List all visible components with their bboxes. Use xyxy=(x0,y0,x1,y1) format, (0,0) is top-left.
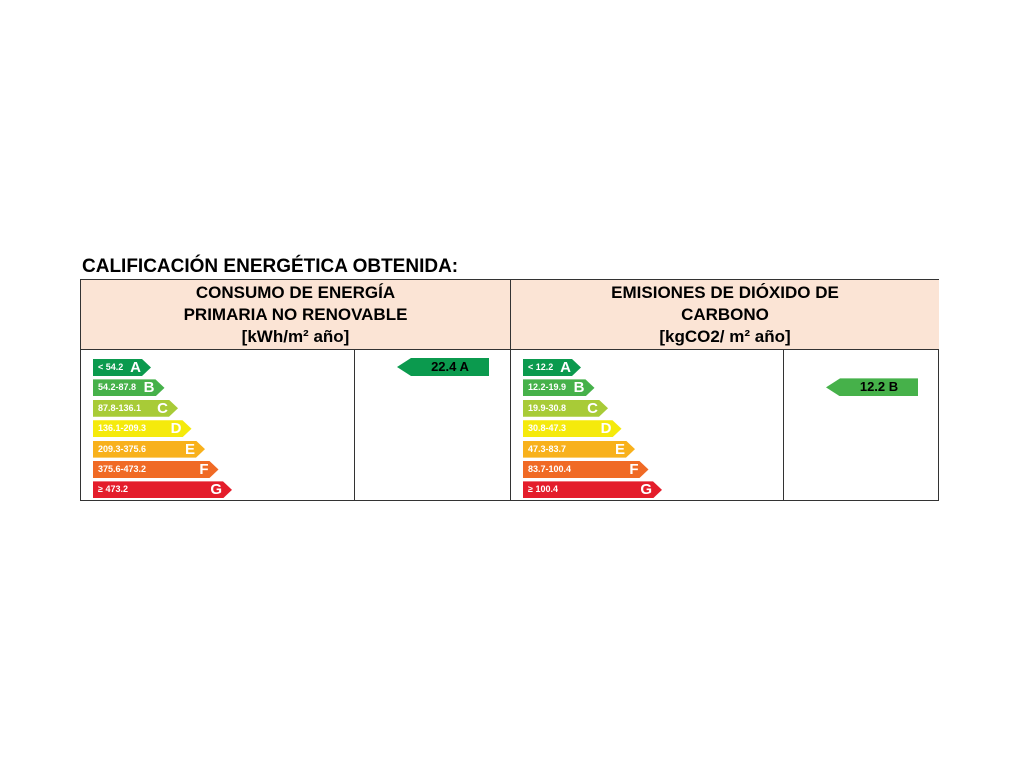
band-range: 87.8-136.1 xyxy=(98,402,142,413)
band-a: < 12.2 A xyxy=(523,359,581,376)
band-range: < 54.2 xyxy=(98,362,124,372)
band-g: ≥ 473.2 G xyxy=(93,481,232,498)
co2-header-line: CARBONO xyxy=(681,305,769,324)
co2-header-unit: [kgCO2/ m² año] xyxy=(659,327,791,346)
band-letter: D xyxy=(170,420,182,438)
energy-header-line: PRIMARIA NO RENOVABLE xyxy=(183,305,408,324)
rating-table: CONSUMO DE ENERGÍA PRIMARIA NO RENOVABLE… xyxy=(80,279,939,501)
band-range: ≥ 473.2 xyxy=(98,484,128,495)
band-letter: F xyxy=(629,461,639,478)
band-e: 47.3-83.7 E xyxy=(523,441,635,458)
band-range: 54.2-87.8 xyxy=(98,382,137,393)
band-range: 375.6-473.2 xyxy=(98,464,147,474)
energy-header: CONSUMO DE ENERGÍA PRIMARIA NO RENOVABLE… xyxy=(81,280,511,350)
band-range: 47.3-83.7 xyxy=(528,443,567,454)
band-range: 19.9-30.8 xyxy=(528,402,567,413)
band-f: 83.7-100.4 F xyxy=(523,461,649,478)
band-g: ≥ 100.4 G xyxy=(523,481,662,498)
band-e: 209.3-375.6 E xyxy=(93,441,205,458)
band-letter: B xyxy=(573,379,585,397)
band-letter: D xyxy=(600,420,612,438)
band-letter: C xyxy=(587,399,598,417)
band-c: 87.8-136.1 C xyxy=(93,400,178,417)
band-a: < 54.2 A xyxy=(93,359,151,376)
divider xyxy=(510,350,511,500)
band-range: 83.7-100.4 xyxy=(528,464,572,474)
band-letter: B xyxy=(143,379,155,397)
co2-result-indicator: 12.2 B xyxy=(826,378,918,397)
energy-header-unit: [kWh/m² año] xyxy=(241,327,350,346)
co2-header-line: EMISIONES DE DIÓXIDO DE xyxy=(611,283,839,302)
energy-header-line: CONSUMO DE ENERGÍA xyxy=(195,283,396,302)
band-range: 12.2-19.9 xyxy=(528,382,567,393)
energy-result-indicator: 22.4 A xyxy=(397,358,489,376)
band-letter: E xyxy=(184,440,195,458)
band-letter: G xyxy=(210,481,222,499)
band-range: 136.1-209.3 xyxy=(98,423,147,434)
band-d: 136.1-209.3 D xyxy=(93,420,192,437)
divider xyxy=(354,350,355,500)
band-range: < 12.2 xyxy=(528,362,554,372)
band-range: 209.3-375.6 xyxy=(98,443,147,454)
band-letter: G xyxy=(640,481,652,499)
band-letter: E xyxy=(614,440,625,458)
band-b: 54.2-87.8 B xyxy=(93,379,165,396)
band-range: ≥ 100.4 xyxy=(528,484,558,495)
band-letter: F xyxy=(199,461,209,478)
co2-header: EMISIONES DE DIÓXIDO DE CARBONO [kgCO2/ … xyxy=(511,280,939,350)
band-range: 30.8-47.3 xyxy=(528,423,567,434)
band-d: 30.8-47.3 D xyxy=(523,420,622,437)
band-letter: C xyxy=(157,399,168,417)
band-letter: A xyxy=(130,359,141,376)
band-letter: A xyxy=(560,359,571,376)
band-c: 19.9-30.8 C xyxy=(523,400,608,417)
divider xyxy=(783,350,784,500)
band-f: 375.6-473.2 F xyxy=(93,461,219,478)
page-title: CALIFICACIÓN ENERGÉTICA OBTENIDA: xyxy=(82,256,459,277)
band-b: 12.2-19.9 B xyxy=(523,379,595,396)
